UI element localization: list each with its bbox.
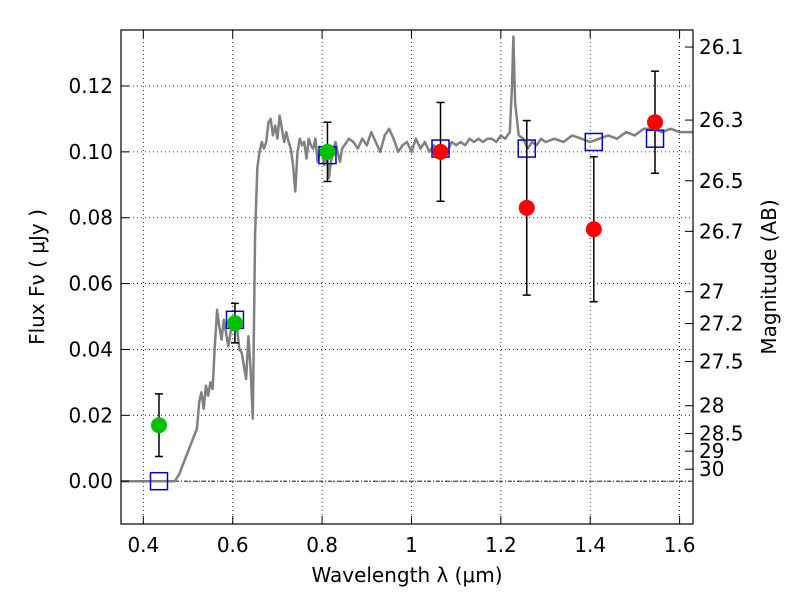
data-point bbox=[432, 143, 449, 160]
tick-layer: 0.4 0.6 0.8 1 1.2 1.4 1.6 0.00 0.02 0.04 0.06 0.08 0… bbox=[68, 30, 744, 557]
y2-tick-label: 28.5 bbox=[699, 422, 744, 446]
plot-frame bbox=[120, 29, 694, 525]
y-tick-label: 0.00 bbox=[68, 469, 113, 493]
x-tick-label: 1.2 bbox=[485, 533, 517, 557]
data-point bbox=[518, 199, 535, 216]
grid-layer bbox=[121, 30, 693, 524]
spectrum-line bbox=[121, 35, 693, 483]
data-point bbox=[319, 143, 336, 160]
data-point bbox=[150, 417, 167, 434]
y-tick-label: 0.02 bbox=[68, 403, 113, 427]
x-tick-label: 1 bbox=[405, 533, 418, 557]
y2-tick-label: 28 bbox=[699, 394, 724, 418]
y-tick-label: 0.06 bbox=[68, 272, 113, 296]
y2-axis-label: Magnitude (AB) bbox=[757, 199, 781, 354]
y-tick-label: 0.12 bbox=[68, 74, 113, 98]
y2-tick-label: 26.5 bbox=[699, 169, 744, 193]
y2-tick-label: 27 bbox=[699, 280, 724, 304]
x-tick-label: 0.4 bbox=[127, 533, 159, 557]
y-tick-label: 0.08 bbox=[68, 206, 113, 230]
model-square-point bbox=[149, 471, 169, 491]
x-tick-label: 1.6 bbox=[664, 533, 696, 557]
x-tick-label: 0.8 bbox=[306, 533, 338, 557]
x-tick-label: 0.6 bbox=[217, 533, 249, 557]
x-tick-label: 1.4 bbox=[574, 533, 606, 557]
y2-tick-label: 29 bbox=[699, 439, 724, 463]
y-tick-label: 0.10 bbox=[68, 140, 113, 164]
data-point bbox=[647, 114, 664, 131]
y2-tick-label: 26.1 bbox=[699, 35, 744, 59]
y2-tick-label: 27.2 bbox=[699, 312, 744, 336]
y2-tick-label: 30 bbox=[699, 457, 724, 481]
x-axis-label: Wavelength λ (μm) bbox=[311, 563, 502, 587]
y2-tick-label: 26.7 bbox=[699, 219, 744, 243]
y-tick-label: 0.04 bbox=[68, 337, 113, 361]
y2-tick-label: 26.3 bbox=[699, 108, 744, 132]
y-axis-label: Flux Fν ( μJy ) bbox=[25, 209, 49, 345]
y2-tick-label: 27.5 bbox=[699, 350, 744, 374]
data-point bbox=[226, 315, 243, 332]
data-point bbox=[585, 221, 602, 238]
model-square-point bbox=[584, 132, 604, 152]
series-layer bbox=[121, 35, 693, 491]
